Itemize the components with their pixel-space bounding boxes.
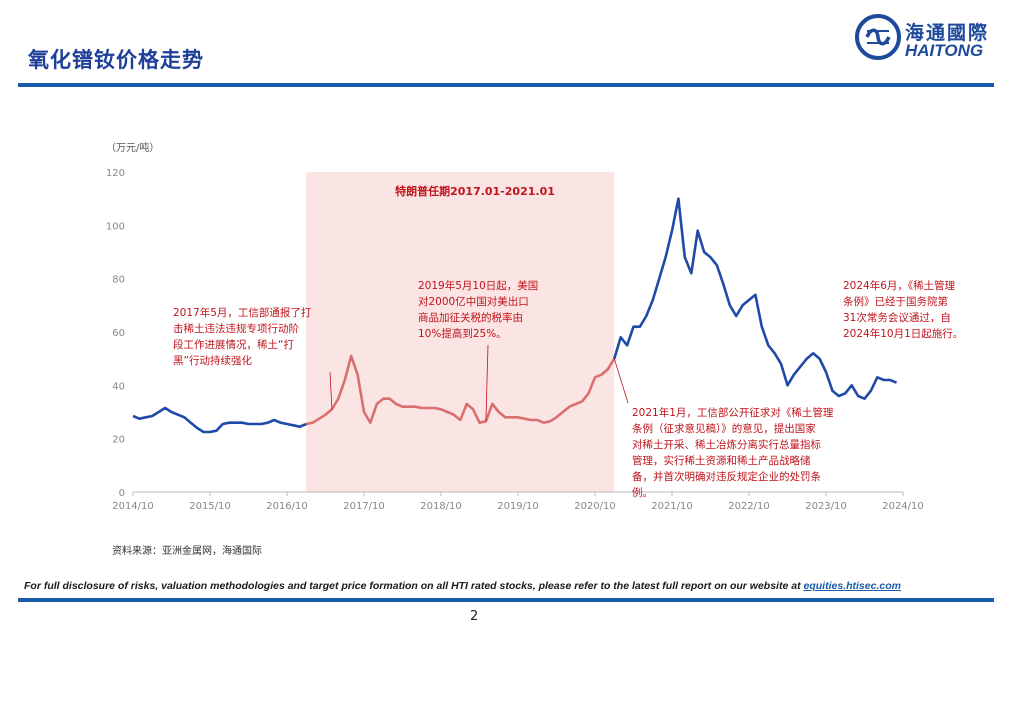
x-tick-label: 2014/10 bbox=[112, 501, 154, 512]
annotation-2017-leader bbox=[329, 371, 333, 410]
y-axis-unit-label: （万元/吨） bbox=[106, 143, 160, 154]
y-tick-label: 40 bbox=[112, 381, 125, 392]
website-link[interactable]: equities.htisec.com bbox=[803, 580, 901, 592]
annotation-line: 对稀土开采、稀土冶炼分离实行总量指标 bbox=[632, 439, 821, 451]
x-tick-label: 2017/10 bbox=[343, 501, 385, 512]
x-tick-label: 2015/10 bbox=[189, 501, 231, 512]
x-tick-label: 2016/10 bbox=[266, 501, 308, 512]
y-tick-label: 20 bbox=[112, 435, 125, 446]
x-tick-label: 2024/10 bbox=[882, 501, 924, 512]
logo-text-cn: 海通國際 bbox=[905, 22, 990, 44]
annotation-2021-leader bbox=[613, 358, 629, 404]
x-tick-label: 2020/10 bbox=[574, 501, 616, 512]
annotation-line: 商品加征关税的税率由 bbox=[418, 312, 523, 324]
highlight-band bbox=[306, 172, 615, 492]
header-divider bbox=[18, 83, 994, 87]
page-title: 氧化镨钕价格走势 bbox=[28, 48, 204, 72]
y-tick-label: 120 bbox=[106, 168, 125, 179]
annotation-line: 2017年5月，工信部通报了打 bbox=[173, 307, 312, 319]
haitong-emblem-icon bbox=[855, 14, 901, 60]
annotation-line: 黑”行动持续强化 bbox=[173, 355, 252, 367]
y-tick-label: 60 bbox=[112, 328, 125, 339]
y-tick-label: 0 bbox=[119, 488, 125, 499]
annotation-line: 2019年5月10日起，美国 bbox=[418, 280, 539, 292]
disclaimer: For full disclosure of risks, valuation … bbox=[24, 580, 901, 592]
annotation-2024: 2024年6月，《稀土管理 条例》已经于国务院第 31次常务会议通过，自 202… bbox=[843, 278, 1008, 342]
annotation-2019: 2019年5月10日起，美国 对2000亿中国对美出口 商品加征关税的税率由 1… bbox=[418, 278, 598, 342]
y-tick-label: 100 bbox=[106, 221, 125, 232]
annotation-line: 31次常务会议通过，自 bbox=[843, 312, 951, 324]
x-tick-label: 2022/10 bbox=[728, 501, 770, 512]
source-note: 资料来源：亚洲金属网，海通国际 bbox=[112, 546, 262, 557]
x-tick-label: 2018/10 bbox=[420, 501, 462, 512]
annotation-line: 条例》已经于国务院第 bbox=[843, 296, 948, 308]
x-tick-label: 2021/10 bbox=[651, 501, 693, 512]
annotation-line: 例。 bbox=[632, 487, 653, 499]
annotation-line: 条例（征求意见稿）》的意见，提出国家 bbox=[632, 423, 816, 435]
annotation-line: 10%提高到25%。 bbox=[418, 328, 507, 340]
annotation-2017: 2017年5月，工信部通报了打 击稀土违法违规专项行动阶 段工作进展情况，稀土“… bbox=[173, 305, 373, 369]
page-number: 2 bbox=[470, 609, 479, 624]
y-tick-label: 80 bbox=[112, 275, 125, 286]
annotation-2021: 2021年1月，工信部公开征求对《稀土管理 条例（征求意见稿）》的意见，提出国家… bbox=[632, 405, 902, 501]
annotation-line: 管理，实行稀土资源和稀土产品战略储 bbox=[632, 455, 811, 467]
price-line-trump-period bbox=[306, 354, 616, 426]
x-tick-label: 2019/10 bbox=[497, 501, 539, 512]
price-line-before bbox=[132, 406, 307, 434]
annotation-2019-leader bbox=[485, 344, 489, 422]
x-tick-label: 2023/10 bbox=[805, 501, 847, 512]
logo-text-en: HAITONG bbox=[905, 41, 984, 60]
annotation-line: 段工作进展情况，稀土“打 bbox=[173, 339, 294, 351]
annotation-line: 2021年1月，工信部公开征求对《稀土管理 bbox=[632, 407, 834, 419]
annotation-line: 2024年10月1日起施行。 bbox=[843, 328, 964, 340]
haitong-logo: 海通國際 HAITONG bbox=[855, 14, 1005, 64]
highlight-period-label: 特朗普任期2017.01-2021.01 bbox=[395, 185, 555, 198]
annotation-line: 击稀土违法违规专项行动阶 bbox=[173, 323, 299, 335]
annotation-line: 对2000亿中国对美出口 bbox=[418, 296, 529, 308]
annotation-line: 备，并首次明确对违反规定企业的处罚条 bbox=[632, 471, 821, 483]
annotation-line: 2024年6月，《稀土管理 bbox=[843, 280, 956, 292]
price-line-after bbox=[613, 197, 898, 401]
footer-divider bbox=[18, 598, 994, 602]
disclaimer-text: For full disclosure of risks, valuation … bbox=[24, 580, 801, 592]
